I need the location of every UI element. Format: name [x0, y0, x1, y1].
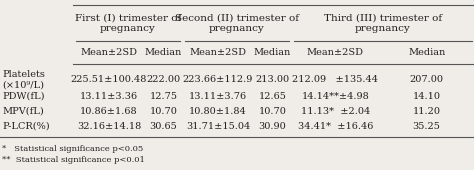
Text: 30.90: 30.90 — [259, 122, 286, 131]
Text: 10.70: 10.70 — [259, 107, 286, 116]
Text: *   Statistical significance p<0.05: * Statistical significance p<0.05 — [2, 145, 144, 153]
Text: 12.75: 12.75 — [149, 92, 178, 101]
Text: 13.11±3.76: 13.11±3.76 — [189, 92, 247, 101]
Text: 35.25: 35.25 — [413, 122, 440, 131]
Text: Third (III) trimester of
pregnancy: Third (III) trimester of pregnancy — [324, 13, 442, 33]
Text: 34.41*  ±16.46: 34.41* ±16.46 — [298, 122, 373, 131]
Text: 32.16±14.18: 32.16±14.18 — [77, 122, 141, 131]
Text: Median: Median — [408, 48, 445, 57]
Text: 207.00: 207.00 — [410, 75, 444, 84]
Text: 212.09   ±135.44: 212.09 ±135.44 — [292, 75, 378, 84]
Text: 12.65: 12.65 — [259, 92, 286, 101]
Text: 223.66±112.9: 223.66±112.9 — [183, 75, 253, 84]
Text: P-LCR(%): P-LCR(%) — [2, 122, 50, 131]
Text: 213.00: 213.00 — [255, 75, 290, 84]
Text: Median: Median — [254, 48, 291, 57]
Text: 14.14**±4.98: 14.14**±4.98 — [301, 92, 369, 101]
Text: 225.51±100.48: 225.51±100.48 — [71, 75, 147, 84]
Text: 14.10: 14.10 — [412, 92, 441, 101]
Text: 222.00: 222.00 — [146, 75, 181, 84]
Text: 30.65: 30.65 — [150, 122, 177, 131]
Text: Median: Median — [145, 48, 182, 57]
Text: 10.70: 10.70 — [150, 107, 177, 116]
Text: 10.80±1.84: 10.80±1.84 — [189, 107, 247, 116]
Text: 13.11±3.36: 13.11±3.36 — [80, 92, 138, 101]
Text: Mean±2SD: Mean±2SD — [307, 48, 364, 57]
Text: Mean±2SD: Mean±2SD — [190, 48, 246, 57]
Text: Platelets
(×10⁹/L): Platelets (×10⁹/L) — [2, 70, 45, 89]
Text: Second (II) trimester of
pregnancy: Second (II) trimester of pregnancy — [175, 13, 299, 33]
Text: 31.71±15.04: 31.71±15.04 — [186, 122, 250, 131]
Text: Mean±2SD: Mean±2SD — [81, 48, 137, 57]
Text: MPV(fL): MPV(fL) — [2, 107, 44, 116]
Text: First (I) trimester of
pregnancy: First (I) trimester of pregnancy — [75, 13, 181, 33]
Text: **  Statistical significance p<0.01: ** Statistical significance p<0.01 — [2, 156, 145, 164]
Text: 10.86±1.68: 10.86±1.68 — [80, 107, 138, 116]
Text: 11.13*  ±2.04: 11.13* ±2.04 — [301, 107, 370, 116]
Text: PDW(fL): PDW(fL) — [2, 92, 45, 101]
Text: 11.20: 11.20 — [412, 107, 441, 116]
